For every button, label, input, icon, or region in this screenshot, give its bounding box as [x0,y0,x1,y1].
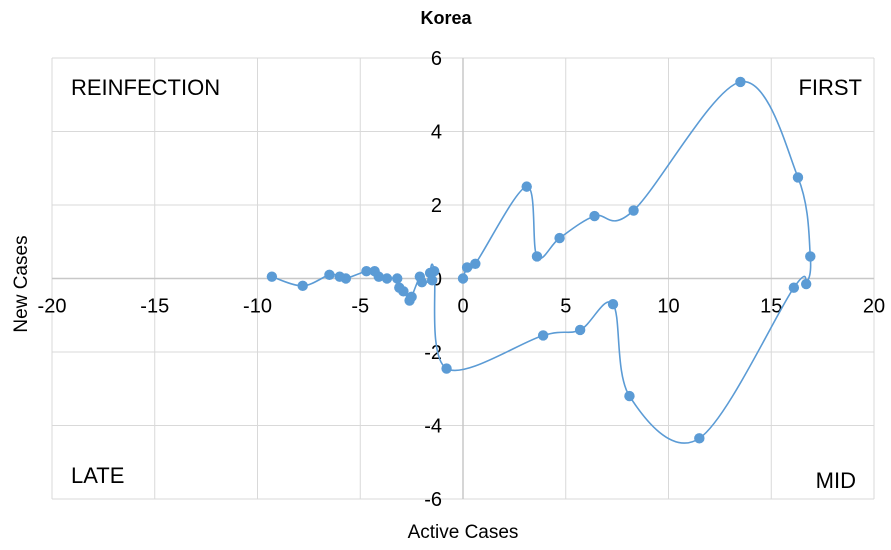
data-point [694,433,705,444]
y-tick-label: -4 [424,416,442,438]
data-point [334,271,345,282]
data-point [369,265,380,277]
quadrant-label-mid: MID [816,468,856,493]
y-tick-label: 4 [431,122,442,144]
quadrant-label-first: FIRST [798,75,862,100]
quadrant-label-late: LATE [71,463,124,488]
data-point [457,273,469,284]
data-point [414,271,426,282]
y-tick-label: -2 [424,342,442,364]
data-point [792,172,804,183]
data-point [324,269,335,281]
data-point [394,282,405,293]
x-tick-label: 0 [457,296,468,318]
data-point [461,262,473,273]
x-tick-label: 15 [760,296,782,318]
y-tick-label: 2 [431,195,442,217]
x-tick-label: 10 [657,296,679,318]
data-point [805,251,816,262]
data-point [537,330,549,341]
x-tick-label: -20 [38,296,67,318]
data-point [521,181,532,192]
data-point [607,299,619,310]
data-point [735,76,746,88]
data-point [624,390,635,402]
data-point [470,258,481,269]
series-points [266,76,816,444]
y-axis-label: New Cases [11,235,32,332]
series-line-path [271,81,812,444]
data-point [788,282,800,293]
data-point [381,273,393,284]
data-point [441,363,452,374]
data-point [266,271,278,282]
y-tick-label: -6 [424,489,442,511]
data-point [404,295,415,306]
x-axis-label: Active Cases [408,522,519,543]
x-tick-label: 20 [863,296,885,318]
data-point [426,275,438,286]
data-point [392,273,403,284]
x-tick-label: -10 [243,296,272,318]
x-tick-label: 5 [560,296,571,318]
data-point [531,251,543,262]
quadrant-label-reinfection: REINFECTION [71,75,220,100]
x-tick-label: -15 [140,296,169,318]
data-point [361,265,372,277]
series-line [271,81,812,444]
data-point [554,232,565,244]
data-point [800,278,812,290]
y-tick-label: 6 [431,48,442,70]
data-point [574,324,586,336]
x-tick-label: -5 [351,296,369,318]
data-point [589,210,600,222]
data-point [297,280,308,292]
data-point [628,205,639,216]
chart-title: Korea [420,8,472,28]
